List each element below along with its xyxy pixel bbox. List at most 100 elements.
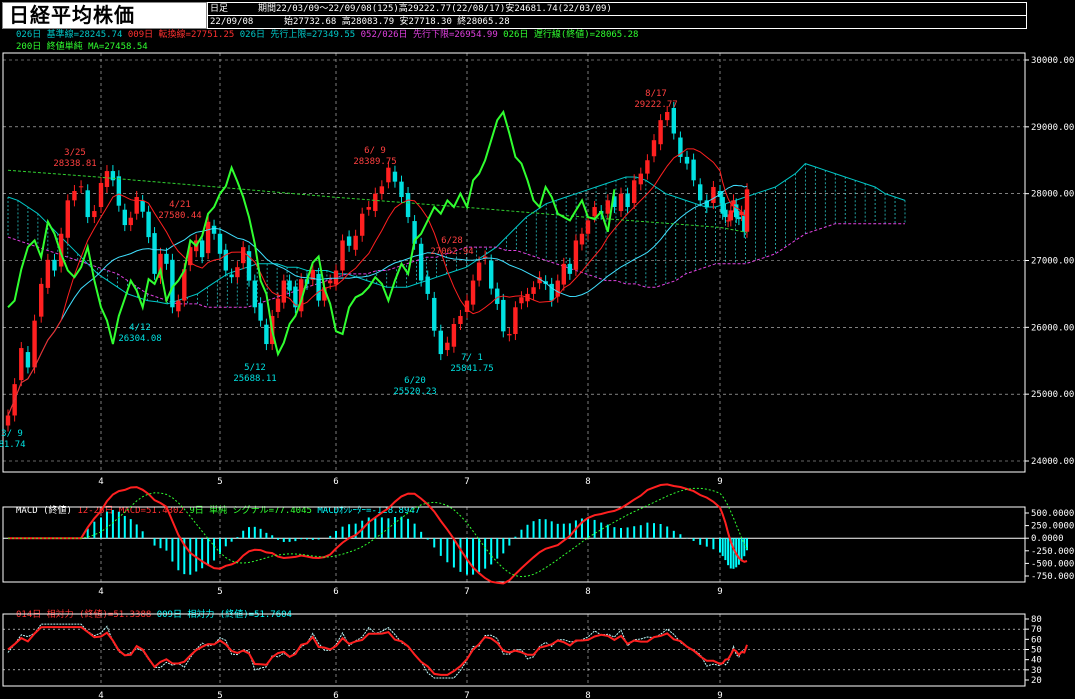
rsi-y-tick-label: 60 bbox=[1031, 635, 1042, 645]
candle-body bbox=[476, 262, 482, 281]
chart-title: 日経平均株価 bbox=[9, 3, 135, 27]
candle-body bbox=[98, 182, 104, 208]
candle-body bbox=[399, 181, 404, 198]
candle-body bbox=[140, 201, 145, 212]
candle-body bbox=[742, 215, 747, 232]
candle-body bbox=[691, 159, 696, 181]
candle-body bbox=[45, 259, 51, 288]
candle-body bbox=[182, 269, 187, 301]
candle-body bbox=[146, 211, 151, 238]
candle-body bbox=[438, 330, 443, 355]
legend-chikou: 026日 遅行線(終値)=28065.28 bbox=[503, 30, 639, 40]
current-ohlc: 始27732.68 高28083.79 安27718.30 終28065.28 bbox=[284, 17, 510, 27]
annotation-date: 3/ 9 bbox=[1, 429, 23, 439]
candle-body bbox=[739, 211, 744, 216]
annotation-date: 6/ 9 bbox=[364, 146, 386, 156]
y-tick-label: 27000.00 bbox=[1031, 257, 1074, 267]
macd-signal-line bbox=[8, 487, 748, 578]
candle-body bbox=[205, 221, 211, 254]
candle-body bbox=[19, 348, 24, 381]
candle-body bbox=[711, 186, 716, 204]
x-tick-label: 7 bbox=[464, 691, 469, 699]
candle-body bbox=[585, 220, 591, 234]
candle-body bbox=[470, 280, 476, 305]
rsi-y-tick-label: 40 bbox=[1031, 656, 1042, 666]
annotation-value: 25520.23 bbox=[393, 387, 436, 397]
candle-body bbox=[293, 286, 298, 308]
annotation-date: 6/20 bbox=[404, 376, 426, 386]
y-tick-label: 25000.00 bbox=[1031, 390, 1074, 400]
candle-body bbox=[333, 270, 339, 285]
annotation-value: 25841.75 bbox=[450, 364, 493, 374]
candle-body bbox=[720, 197, 725, 214]
senkou-span-b-line bbox=[7, 223, 905, 308]
candle-body bbox=[482, 256, 488, 259]
legend-rsi-14: 014日 相対力 (終値)=51.3388 bbox=[16, 610, 152, 620]
candle-body bbox=[632, 180, 637, 204]
candle-body bbox=[52, 259, 57, 271]
annotation-value: 29222.77 bbox=[634, 100, 677, 110]
candle-body bbox=[5, 415, 11, 426]
macd-y-tick-label: 500.0000 bbox=[1031, 509, 1074, 519]
annotation-date: 6/28 bbox=[441, 236, 463, 246]
x-tick-label: 6 bbox=[333, 691, 338, 699]
candle-body bbox=[39, 283, 44, 317]
candle-body bbox=[519, 297, 524, 304]
annotation-value: 27580.44 bbox=[158, 211, 201, 221]
annotation-date: 8/17 bbox=[645, 89, 667, 99]
x-tick-label: 9 bbox=[717, 691, 722, 699]
candle-body bbox=[501, 299, 506, 332]
tenkan-sen-line bbox=[7, 148, 748, 416]
rsi-legend: 014日 相対力 (終値)=51.3388 009日 相対力 (終値)=51.7… bbox=[16, 610, 292, 621]
ma200-line bbox=[7, 169, 748, 233]
legend-macd-line: 12-26日 MACD=51.4302 bbox=[77, 506, 184, 516]
candle-body bbox=[328, 280, 333, 284]
macd-y-tick-label: -250.0000 bbox=[1031, 547, 1075, 557]
legend-tenkan: 009日 転換線=27751.25 bbox=[127, 30, 235, 40]
candle-body bbox=[555, 280, 560, 297]
macd-y-tick-label: -500.0000 bbox=[1031, 559, 1075, 569]
x-tick-label: 9 bbox=[717, 587, 722, 597]
x-tick-label: 7 bbox=[464, 477, 469, 487]
macd-y-tick-label: 0.0000 bbox=[1031, 534, 1064, 544]
candle-body bbox=[110, 171, 116, 181]
candle-body bbox=[405, 192, 411, 218]
candle-body bbox=[392, 171, 398, 182]
candle-body bbox=[164, 253, 169, 264]
annotation-date: 7/ 1 bbox=[461, 353, 483, 363]
annotation-value: 26304.08 bbox=[118, 334, 161, 344]
candle-body bbox=[432, 297, 437, 331]
x-tick-label: 5 bbox=[217, 477, 222, 487]
candle-body bbox=[322, 287, 327, 301]
x-tick-label: 9 bbox=[717, 477, 722, 487]
candle-body bbox=[618, 193, 624, 212]
candle-body bbox=[299, 279, 304, 312]
candle-body bbox=[25, 352, 31, 368]
candle-body bbox=[235, 267, 240, 278]
y-tick-label: 29000.00 bbox=[1031, 123, 1074, 133]
candle-body bbox=[489, 260, 494, 289]
period-summary: 期間22/03/09～22/09/08(125)高29222.77(22/08/… bbox=[258, 4, 612, 14]
annotation-value: 28338.81 bbox=[53, 159, 96, 169]
candle-body bbox=[72, 190, 77, 201]
info-row-1: 日足 期間22/03/09～22/09/08(125)高29222.77(22/… bbox=[208, 3, 1026, 16]
candle-body bbox=[252, 280, 257, 308]
legend-macd-osc: MACDｵｼﾚｰﾀｰ=-128.8947 bbox=[317, 506, 421, 516]
annotation-value: 81.74 bbox=[0, 440, 26, 450]
candle-body bbox=[458, 315, 463, 324]
candle-body bbox=[104, 171, 110, 187]
x-tick-label: 8 bbox=[585, 587, 590, 597]
candle-body bbox=[744, 189, 750, 232]
candle-body bbox=[158, 253, 163, 278]
rsi-y-tick-label: 20 bbox=[1031, 676, 1042, 686]
annotation-date: 5/12 bbox=[244, 363, 266, 373]
rsi-14-line bbox=[7, 626, 748, 676]
candle-body bbox=[698, 184, 703, 201]
candle-body bbox=[579, 233, 585, 245]
annotation-value: 28389.75 bbox=[353, 157, 396, 167]
candle-body bbox=[211, 225, 217, 234]
candle-body bbox=[671, 107, 676, 134]
title-box: 日経平均株価 bbox=[2, 2, 207, 29]
candle-body bbox=[464, 300, 470, 312]
